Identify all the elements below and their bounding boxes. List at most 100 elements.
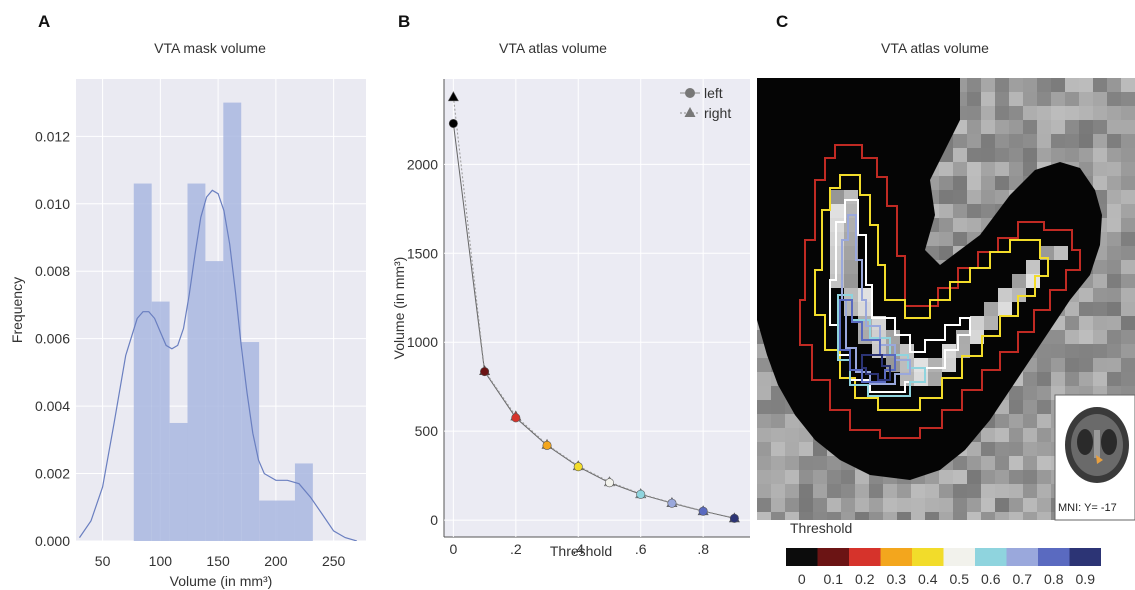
texture-pixel bbox=[1009, 400, 1023, 414]
texture-pixel bbox=[1121, 358, 1135, 372]
histogram-kde-line bbox=[79, 189, 357, 541]
texture-pixel bbox=[1107, 106, 1121, 120]
texture-pixel bbox=[757, 372, 771, 386]
texture-pixel bbox=[1121, 372, 1135, 386]
texture-pixel bbox=[967, 484, 981, 498]
texture-pixel bbox=[757, 470, 771, 484]
texture-pixel bbox=[995, 456, 1009, 470]
line-panel: 0 .2 .4 .6 .8 0 500 1000 1500 2000 Threshold Vol… bbox=[391, 79, 750, 559]
histogram-x-tick-label: 250 bbox=[322, 553, 346, 569]
histogram-y-tick-label: 0.004 bbox=[35, 398, 70, 414]
texture-pixel bbox=[1037, 470, 1051, 484]
texture-pixel bbox=[939, 484, 953, 498]
texture-pixel bbox=[771, 428, 785, 442]
legend-triangle-icon bbox=[684, 107, 696, 117]
texture-pixel bbox=[1051, 134, 1065, 148]
interior-pixel bbox=[984, 302, 998, 316]
texture-pixel bbox=[1023, 106, 1037, 120]
texture-pixel bbox=[1065, 330, 1079, 344]
texture-pixel bbox=[1023, 442, 1037, 456]
texture-pixel bbox=[995, 148, 1009, 162]
interior-pixel bbox=[830, 190, 844, 204]
texture-pixel bbox=[981, 204, 995, 218]
line-point-left bbox=[667, 498, 677, 508]
texture-pixel bbox=[1121, 148, 1135, 162]
texture-pixel bbox=[939, 162, 953, 176]
texture-pixel bbox=[939, 232, 953, 246]
histogram-bars bbox=[133, 102, 313, 542]
texture-pixel bbox=[1051, 78, 1065, 92]
texture-pixel bbox=[953, 162, 967, 176]
texture-pixel bbox=[1121, 344, 1135, 358]
contour-0.6 bbox=[837, 294, 926, 397]
line-x-ticks: 0 .2 .4 .6 .8 bbox=[449, 541, 709, 557]
interior-pixel bbox=[928, 372, 942, 386]
contour-0.9 bbox=[861, 354, 891, 381]
texture-pixel bbox=[1079, 134, 1093, 148]
texture-pixel bbox=[813, 456, 827, 470]
texture-pixel bbox=[1009, 498, 1023, 512]
colorbar-tick-label: 0.1 bbox=[824, 571, 844, 587]
colorbar-swatch bbox=[880, 548, 912, 566]
texture-pixel bbox=[1121, 274, 1135, 288]
histogram-x-tick-label: 150 bbox=[206, 553, 230, 569]
texture-pixel bbox=[1023, 78, 1037, 92]
texture-pixel bbox=[1093, 358, 1107, 372]
texture-pixel bbox=[995, 498, 1009, 512]
texture-pixel bbox=[771, 470, 785, 484]
interior-pixel bbox=[1054, 246, 1068, 260]
texture-pixel bbox=[1023, 498, 1037, 512]
texture-pixel bbox=[799, 498, 813, 512]
texture-pixel bbox=[1037, 512, 1051, 520]
texture-pixel bbox=[1121, 134, 1135, 148]
histogram-x-label: Volume (in mm³) bbox=[170, 573, 273, 589]
histogram-y-ticks: 0.000 0.002 0.004 0.006 0.008 0.010 0.012 bbox=[35, 128, 70, 549]
texture-pixel bbox=[1093, 372, 1107, 386]
texture-pixel bbox=[1093, 344, 1107, 358]
interior-pixel bbox=[928, 358, 942, 372]
texture-pixel bbox=[953, 134, 967, 148]
interior-pixel bbox=[1026, 260, 1040, 274]
line-point-left bbox=[698, 506, 708, 516]
line-series bbox=[452, 96, 735, 519]
texture-pixel bbox=[1037, 400, 1051, 414]
texture-pixel bbox=[995, 484, 1009, 498]
texture-pixel bbox=[1037, 358, 1051, 372]
texture-pixel bbox=[1121, 92, 1135, 106]
legend-label-right: right bbox=[704, 105, 731, 121]
colorbar-swatch bbox=[786, 548, 818, 566]
texture-pixel bbox=[1065, 106, 1079, 120]
texture-pixel bbox=[1037, 106, 1051, 120]
texture-pixel bbox=[1107, 260, 1121, 274]
texture-pixel bbox=[757, 484, 771, 498]
texture-pixel bbox=[1093, 162, 1107, 176]
texture-pixel bbox=[855, 498, 869, 512]
colorbar-swatch bbox=[817, 548, 849, 566]
texture-pixel bbox=[1079, 358, 1093, 372]
panel-c-title: VTA atlas volume bbox=[881, 40, 989, 56]
texture-pixel bbox=[995, 134, 1009, 148]
texture-pixel bbox=[1023, 134, 1037, 148]
panel-letter-a: A bbox=[38, 12, 50, 31]
texture-pixel bbox=[953, 484, 967, 498]
texture-pixel bbox=[785, 414, 799, 428]
colorbar-swatch bbox=[975, 548, 1007, 566]
texture-pixel bbox=[1121, 260, 1135, 274]
texture-pixel bbox=[1065, 92, 1079, 106]
texture-pixel bbox=[799, 442, 813, 456]
texture-pixel bbox=[1037, 134, 1051, 148]
texture-pixel bbox=[925, 484, 939, 498]
line-y-tick-label: 1500 bbox=[407, 245, 438, 261]
texture-pixel bbox=[981, 148, 995, 162]
histogram-bar bbox=[169, 422, 188, 541]
texture-pixel bbox=[1121, 120, 1135, 134]
texture-pixel bbox=[883, 484, 897, 498]
texture-pixel bbox=[869, 484, 883, 498]
texture-pixel bbox=[1023, 400, 1037, 414]
texture-pixel bbox=[981, 134, 995, 148]
texture-pixel bbox=[1079, 372, 1093, 386]
texture-pixel bbox=[1107, 134, 1121, 148]
texture-pixel bbox=[981, 442, 995, 456]
histogram-bar bbox=[187, 183, 206, 541]
texture-pixel bbox=[1107, 288, 1121, 302]
